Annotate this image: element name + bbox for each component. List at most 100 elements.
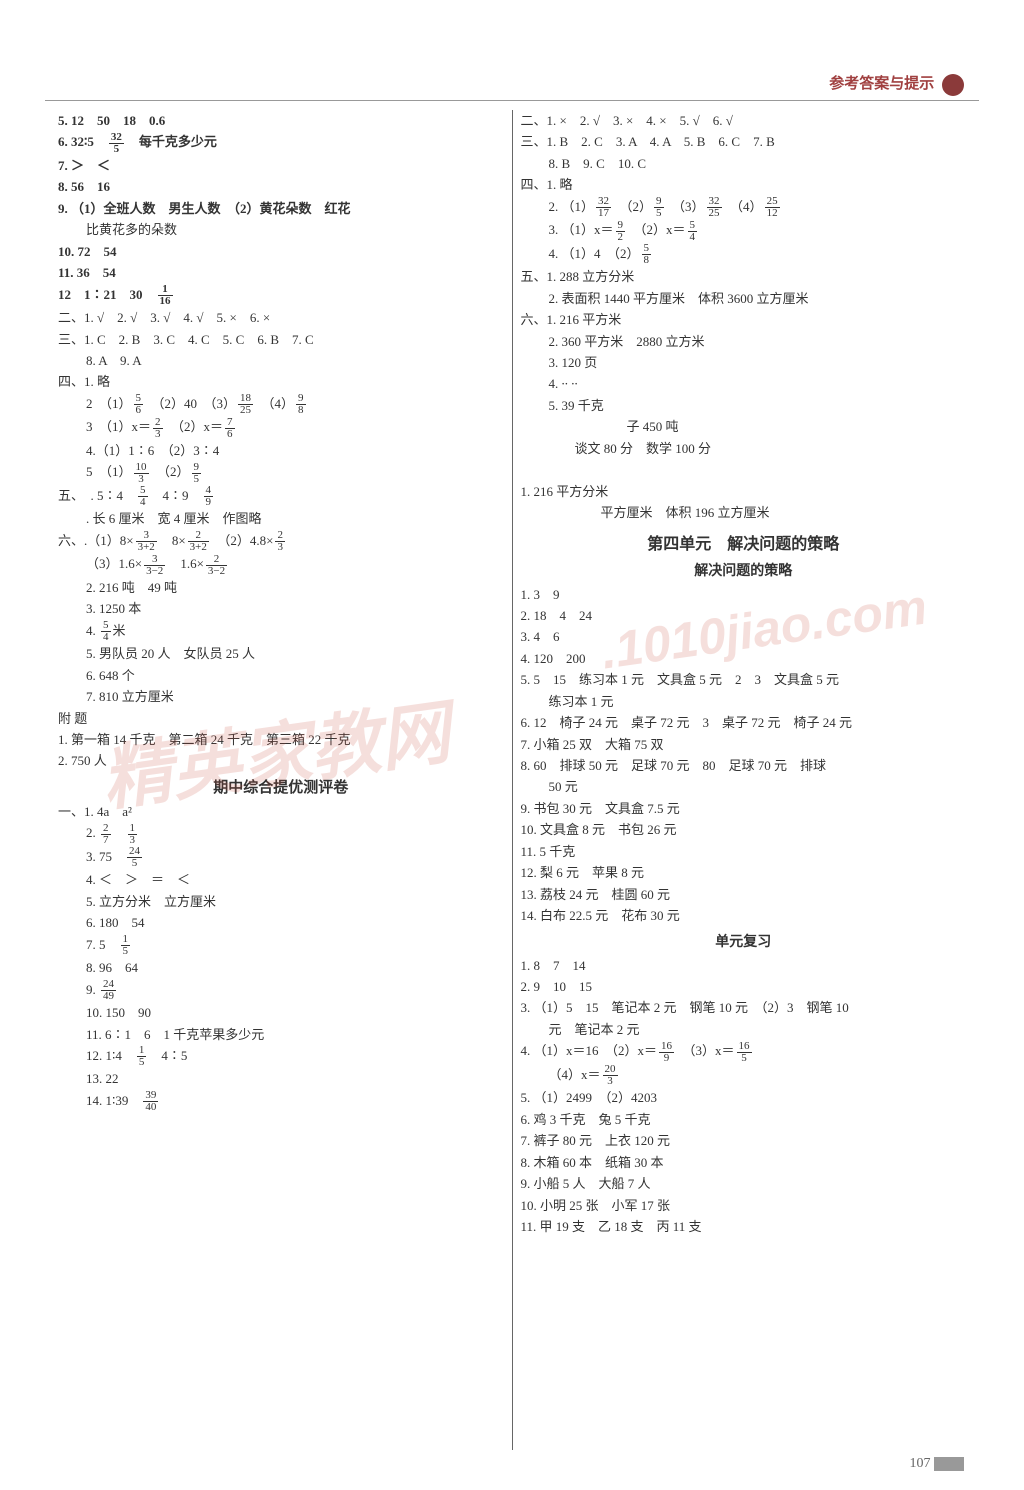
page-number: 107 [910, 1456, 965, 1472]
answer-line: 8. 56 16 [58, 176, 504, 197]
answer-line: 4. 54米 [58, 620, 504, 644]
answer-line: 9. 小船 5 人 大船 7 人 [521, 1173, 967, 1194]
answer-line: 1. 216 平方分米 [521, 481, 967, 502]
answer-line: 5. （1）2499 （2）4203 [521, 1087, 967, 1108]
answer-line: 期中综合提优测评卷 [58, 776, 504, 797]
answer-line: 10. 72 54 [58, 241, 504, 262]
answer-line: 9. 2449 [58, 979, 504, 1003]
answer-line: 9. （1）全班人数 男生人数 （2）黄花朵数 红花 [58, 198, 504, 219]
answer-line: （4）x＝203 [521, 1064, 967, 1088]
header-badge-icon [942, 74, 964, 96]
page-number-value: 107 [910, 1456, 931, 1471]
answer-line: 5 （1）103 （2）95 [58, 461, 504, 485]
answer-line: 子 450 吨 [521, 416, 967, 437]
page-content: 5. 12 50 18 0.66. 32∶5 325 每千克多少元7. ＞ ＜8… [50, 110, 974, 1450]
answer-line: 11. 6∶1 6 1 千克苹果多少元 [58, 1024, 504, 1045]
answer-line: 4. 120 200 [521, 648, 967, 669]
answer-line: 10. 文具盒 8 元 书包 26 元 [521, 819, 967, 840]
answer-line: 5. 立方分米 立方厘米 [58, 891, 504, 912]
answer-line: 7. 裤子 80 元 上衣 120 元 [521, 1130, 967, 1151]
answer-line: 3. 75 245 [58, 846, 504, 870]
answer-line: 四、1. 略 [521, 174, 967, 195]
answer-line: 7. ＞ ＜ [58, 155, 504, 176]
answer-line: 8. 木箱 60 本 纸箱 30 本 [521, 1152, 967, 1173]
answer-line: 7. 小箱 25 双 大箱 75 双 [521, 734, 967, 755]
answer-line: 2. 18 4 24 [521, 605, 967, 626]
answer-line: 谈文 80 分 数学 100 分 [521, 438, 967, 459]
answer-line: 五、1. 288 立方分米 [521, 266, 967, 287]
answer-line: 12 1∶21 30 116 [58, 284, 504, 308]
answer-line: 六、1. 216 平方米 [521, 309, 967, 330]
answer-line: 3. （1）x＝92 （2）x＝54 [521, 219, 967, 243]
answer-line: 4. ∙∙ ∙∙ [521, 373, 967, 394]
left-column: 5. 12 50 18 0.66. 32∶5 325 每千克多少元7. ＞ ＜8… [50, 110, 513, 1450]
answer-line: 1. 3 9 [521, 584, 967, 605]
answer-line: 6. 鸡 3 千克 兔 5 千克 [521, 1109, 967, 1130]
answer-line: 4.（1）1∶6 （2）3∶4 [58, 440, 504, 461]
answer-line: 10. 150 90 [58, 1002, 504, 1023]
answer-line: 8. B 9. C 10. C [521, 153, 967, 174]
answer-line: 6. 12 椅子 24 元 桌子 72 元 3 桌子 72 元 椅子 24 元 [521, 712, 967, 733]
answer-line: 12. 1∶4 15 4∶5 [58, 1045, 504, 1069]
answer-line: 附 题 [58, 708, 504, 729]
answer-line: 14. 1∶39 3940 [58, 1090, 504, 1114]
answer-line: 4. （1）x＝16 （2）x＝169 （3）x＝165 [521, 1040, 967, 1064]
right-column: 二、1. × 2. √ 3. × 4. × 5. √ 6. √三、1. B 2.… [513, 110, 975, 1450]
answer-line: 7. 810 立方厘米 [58, 686, 504, 707]
answer-line: 六、.（1）8×33+2 8×23+2 （2）4.8×23 [58, 530, 504, 554]
answer-line: （3）1.6×33−2 1.6×23−2 [58, 553, 504, 577]
answer-line: . 长 6 厘米 宽 4 厘米 作图略 [58, 508, 504, 529]
header-divider [45, 100, 979, 101]
answer-line: 2. 750 人 [58, 750, 504, 771]
answer-line: 比黄花多的朵数 [58, 219, 504, 240]
answer-line: 二、1. × 2. √ 3. × 4. × 5. √ 6. √ [521, 110, 967, 131]
answer-line: 2. 9 10 15 [521, 976, 967, 997]
answer-line: 1. 8 7 14 [521, 955, 967, 976]
answer-line: 五、 . 5∶4 54 4∶9 49 [58, 485, 504, 509]
answer-line: 8. 96 64 [58, 957, 504, 978]
answer-line: 3. 120 页 [521, 352, 967, 373]
answer-line: 2. 360 平方米 2880 立方米 [521, 331, 967, 352]
answer-line: 6. 648 个 [58, 665, 504, 686]
answer-line: 10. 小明 25 张 小军 17 张 [521, 1195, 967, 1216]
answer-line: 三、1. C 2. B 3. C 4. C 5. C 6. B 7. C [58, 329, 504, 350]
answer-line: 2. （1）3217 （2）95 （3）3225 （4）2512 [521, 196, 967, 220]
answer-line: 11. 36 54 [58, 262, 504, 283]
header-title: 参考答案与提示 [829, 76, 934, 92]
answer-line: 四、1. 略 [58, 371, 504, 392]
answer-line: 5. 39 千克 [521, 395, 967, 416]
answer-line: 11. 5 千克 [521, 841, 967, 862]
answer-line: 8. 60 排球 50 元 足球 70 元 80 足球 70 元 排球 [521, 755, 967, 776]
answer-line: 3 （1）x＝23 （2）x＝76 [58, 416, 504, 440]
answer-line: 4. ＜ ＞ ＝ ＜ [58, 869, 504, 890]
answer-line: 9. 书包 30 元 文具盒 7.5 元 [521, 798, 967, 819]
answer-line: 练习本 1 元 [521, 691, 967, 712]
answer-line: 二、1. √ 2. √ 3. √ 4. √ 5. × 6. × [58, 307, 504, 328]
answer-line: 1. 第一箱 14 千克 第二箱 24 千克 第三箱 22 千克 [58, 729, 504, 750]
answer-line: 2. 27 13 [58, 822, 504, 846]
answer-line: 2. 216 吨 49 吨 [58, 577, 504, 598]
answer-line: 平方厘米 体积 196 立方厘米 [521, 502, 967, 523]
answer-line: 解决问题的策略 [521, 560, 967, 580]
answer-line: 6. 180 54 [58, 912, 504, 933]
answer-line: 11. 甲 19 支 乙 18 支 丙 11 支 [521, 1216, 967, 1237]
answer-line: 3. 1250 本 [58, 598, 504, 619]
answer-line: 8. A 9. A [58, 350, 504, 371]
answer-line: 三、1. B 2. C 3. A 4. A 5. B 6. C 7. B [521, 131, 967, 152]
answer-line: 3. （1）5 15 笔记本 2 元 钢笔 10 元 （2）3 钢笔 10 [521, 997, 967, 1018]
page-number-box-icon [934, 1457, 964, 1471]
answer-line: 单元复习 [521, 931, 967, 951]
answer-line: 13. 荔枝 24 元 桂圆 60 元 [521, 884, 967, 905]
answer-line: 12. 梨 6 元 苹果 8 元 [521, 862, 967, 883]
answer-line: 2. 表面积 1440 平方厘米 体积 3600 立方厘米 [521, 288, 967, 309]
answer-line: 4. （1）4 （2）58 [521, 243, 967, 267]
answer-line: 5. 12 50 18 0.6 [58, 110, 504, 131]
answer-line: 7. 5 15 [58, 934, 504, 958]
answer-line: 第四单元 解决问题的策略 [521, 530, 967, 554]
answer-line: 50 元 [521, 776, 967, 797]
answer-line: 元 笔记本 2 元 [521, 1019, 967, 1040]
answer-line: 6. 32∶5 325 每千克多少元 [58, 131, 504, 155]
answer-line: 13. 22 [58, 1068, 504, 1089]
answer-line: 2 （1）56 （2）40 （3）1825 （4）98 [58, 393, 504, 417]
answer-line: 一、1. 4a a² [58, 801, 504, 822]
